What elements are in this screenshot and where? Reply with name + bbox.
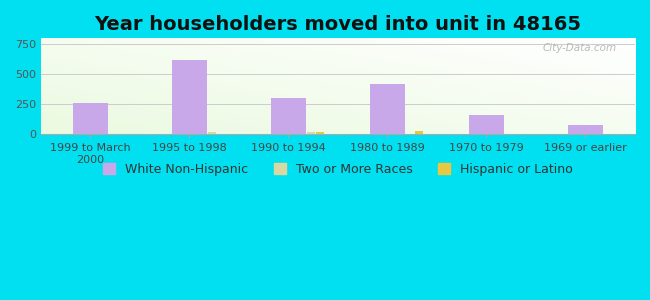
Bar: [172, 60, 207, 134]
Bar: [271, 98, 306, 134]
Text: City-Data.com: City-Data.com: [543, 43, 618, 53]
Bar: [208, 132, 216, 134]
Bar: [370, 85, 405, 134]
Bar: [307, 132, 315, 134]
Bar: [568, 124, 603, 134]
Bar: [316, 132, 324, 134]
Bar: [73, 103, 108, 134]
Legend: White Non-Hispanic, Two or More Races, Hispanic or Latino: White Non-Hispanic, Two or More Races, H…: [98, 158, 578, 181]
Bar: [469, 115, 504, 134]
Title: Year householders moved into unit in 48165: Year householders moved into unit in 481…: [94, 15, 582, 34]
Bar: [415, 131, 422, 134]
